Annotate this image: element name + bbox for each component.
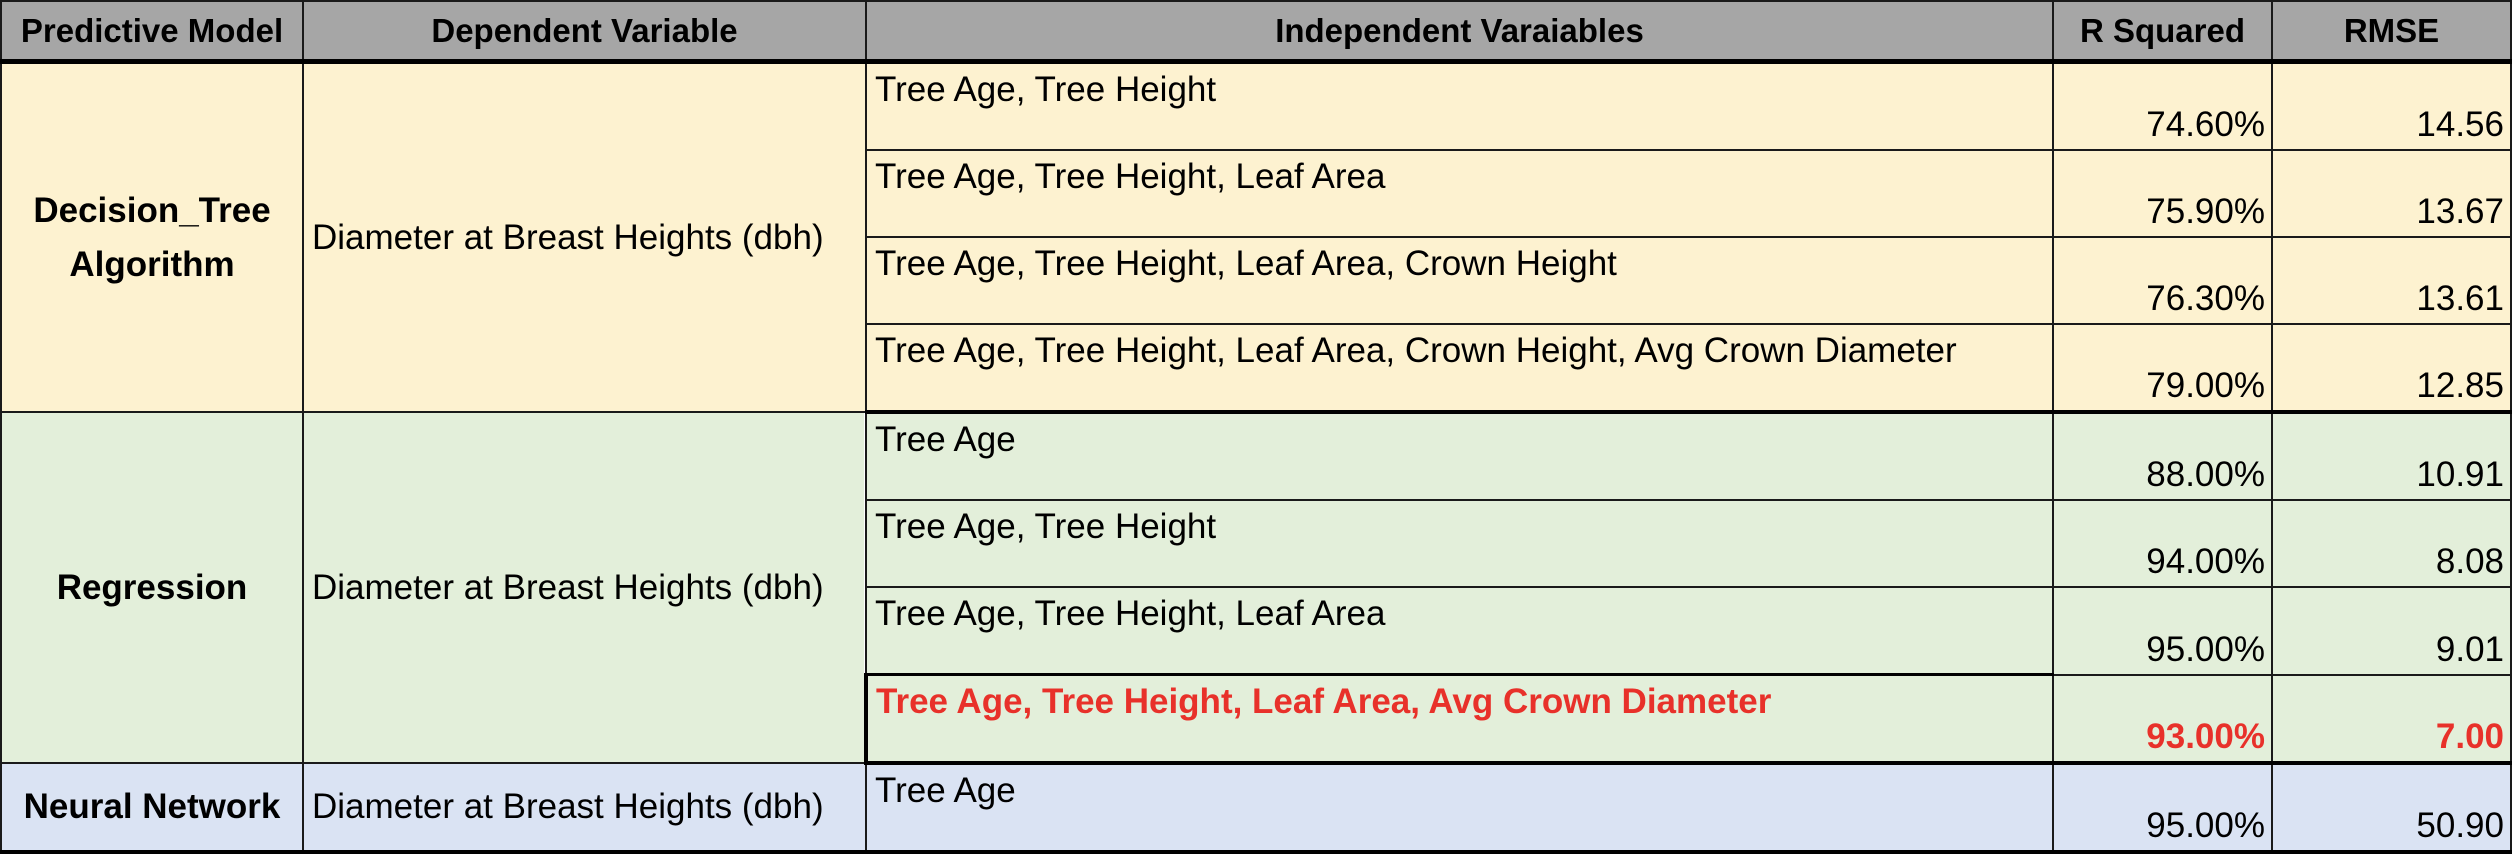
rmse-cell[interactable]: 14.56 bbox=[2271, 60, 2512, 151]
r-squared-cell[interactable]: 95.00% bbox=[2052, 762, 2273, 854]
independent-variables-cell[interactable]: Tree Age, Tree Height, Leaf Area, Crown … bbox=[865, 236, 2054, 325]
independent-variables-cell[interactable]: Tree Age bbox=[865, 762, 2054, 854]
table-row: Tree Age, Tree Height, Leaf Area, Avg Cr… bbox=[1, 673, 2512, 765]
rmse-cell[interactable]: 13.67 bbox=[2271, 149, 2512, 238]
rmse-cell[interactable]: 10.91 bbox=[2271, 411, 2512, 501]
model-name-cell[interactable]: Decision_Tree Algorithm bbox=[0, 60, 304, 413]
header-r-squared: R Squared bbox=[2052, 0, 2273, 64]
rmse-cell[interactable]: 8.08 bbox=[2271, 499, 2512, 588]
r-squared-cell[interactable]: 88.00% bbox=[2052, 411, 2273, 501]
independent-variables-cell[interactable]: Tree Age, Tree Height bbox=[865, 499, 2054, 588]
independent-variables-cell[interactable]: Tree Age, Tree Height, Leaf Area bbox=[865, 586, 2054, 676]
independent-variables-cell[interactable]: Tree Age, Tree Height, Leaf Area bbox=[865, 149, 2054, 238]
rmse-cell[interactable]: 7.00 bbox=[2271, 673, 2512, 765]
dependent-variable-cell[interactable]: Diameter at Breast Heights (dbh) bbox=[302, 762, 867, 854]
table-body: Decision_Tree Algorithm Diameter at Breas… bbox=[0, 60, 2512, 854]
independent-variables-cell[interactable]: Tree Age, Tree Height, Leaf Area, Crown … bbox=[865, 323, 2054, 414]
r-squared-cell[interactable]: 94.00% bbox=[2052, 499, 2273, 588]
r-squared-cell[interactable]: 95.00% bbox=[2052, 586, 2273, 676]
rmse-cell[interactable]: 13.61 bbox=[2271, 236, 2512, 325]
r-squared-cell[interactable]: 76.30% bbox=[2052, 236, 2273, 325]
table-row: Tree Age, Tree Height, Leaf Area 75.90% 13… bbox=[1, 149, 2512, 238]
rmse-cell[interactable]: 9.01 bbox=[2271, 586, 2512, 676]
independent-variables-cell[interactable]: Tree Age, Tree Height bbox=[865, 60, 2054, 151]
table-row: Neural Network Diameter at Breast Heights… bbox=[0, 762, 2512, 854]
rmse-cell[interactable]: 50.90 bbox=[2271, 762, 2512, 854]
r-squared-cell[interactable]: 74.60% bbox=[2052, 60, 2273, 151]
header-independent-variables: Independent Varaiables bbox=[865, 0, 2054, 64]
model-name-cell[interactable]: Regression bbox=[0, 411, 304, 764]
header-predictive-model: Predictive Model bbox=[0, 0, 304, 64]
rmse-cell[interactable]: 12.85 bbox=[2271, 323, 2512, 414]
table-row: Regression Diameter at Breast Heights (db… bbox=[0, 411, 2512, 764]
r-squared-cell[interactable]: 75.90% bbox=[2052, 149, 2273, 238]
independent-variables-cell[interactable]: Tree Age, Tree Height, Leaf Area, Avg Cr… bbox=[864, 673, 2054, 765]
dependent-variable-cell[interactable]: Diameter at Breast Heights (dbh) bbox=[302, 60, 867, 413]
r-squared-cell[interactable]: 93.00% bbox=[2052, 673, 2273, 765]
table-row: Tree Age, Tree Height, Leaf Area, Crown … bbox=[1, 236, 2512, 325]
header-dependent-variable: Dependent Variable bbox=[302, 0, 867, 64]
independent-variables-cell[interactable]: Tree Age bbox=[865, 411, 2054, 501]
header-row: Predictive Model Dependent Variable Inde… bbox=[0, 0, 2512, 64]
dependent-variable-cell[interactable]: Diameter at Breast Heights (dbh) bbox=[302, 411, 867, 764]
r-squared-cell[interactable]: 79.00% bbox=[2052, 323, 2273, 414]
table-row: Decision_Tree Algorithm Diameter at Breas… bbox=[0, 60, 2512, 413]
header-rmse: RMSE bbox=[2271, 0, 2512, 64]
table-row: Tree Age, Tree Height 94.00% 8.08 bbox=[1, 499, 2512, 588]
model-name-cell[interactable]: Neural Network bbox=[0, 762, 304, 854]
